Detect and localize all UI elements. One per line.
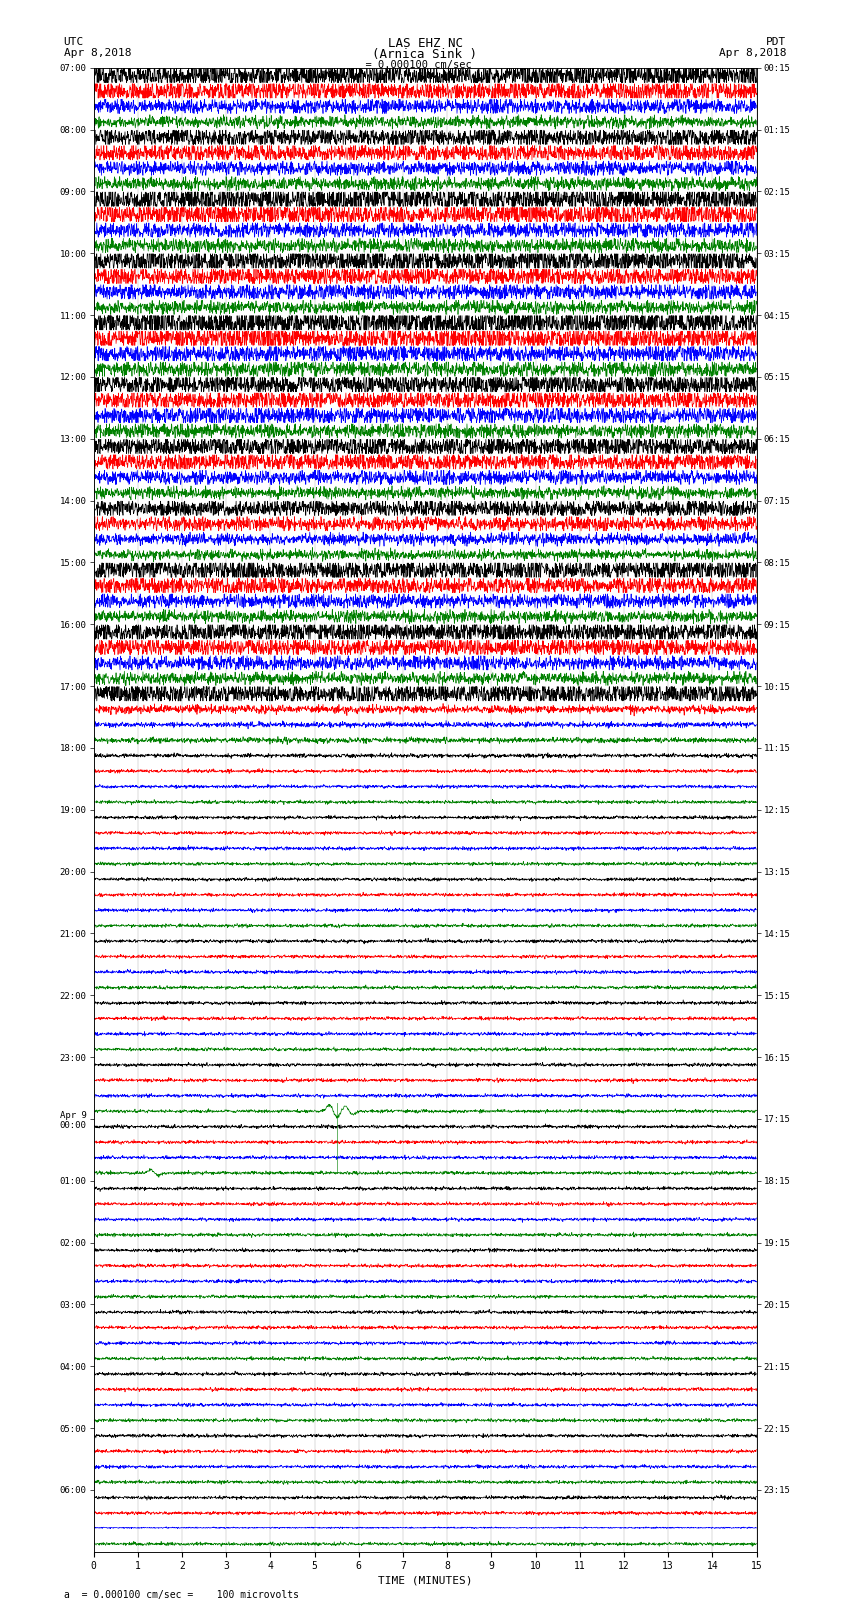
- X-axis label: TIME (MINUTES): TIME (MINUTES): [377, 1576, 473, 1586]
- Text: PDT: PDT: [766, 37, 786, 47]
- Text: a  = 0.000100 cm/sec =    100 microvolts: a = 0.000100 cm/sec = 100 microvolts: [64, 1590, 298, 1600]
- Text: UTC: UTC: [64, 37, 84, 47]
- Text: Apr 8,2018: Apr 8,2018: [64, 48, 131, 58]
- Text: LAS EHZ NC: LAS EHZ NC: [388, 37, 462, 50]
- Text: (Arnica Sink ): (Arnica Sink ): [372, 48, 478, 61]
- Text: Apr 8,2018: Apr 8,2018: [719, 48, 786, 58]
- Text: = 0.000100 cm/sec: = 0.000100 cm/sec: [353, 60, 472, 69]
